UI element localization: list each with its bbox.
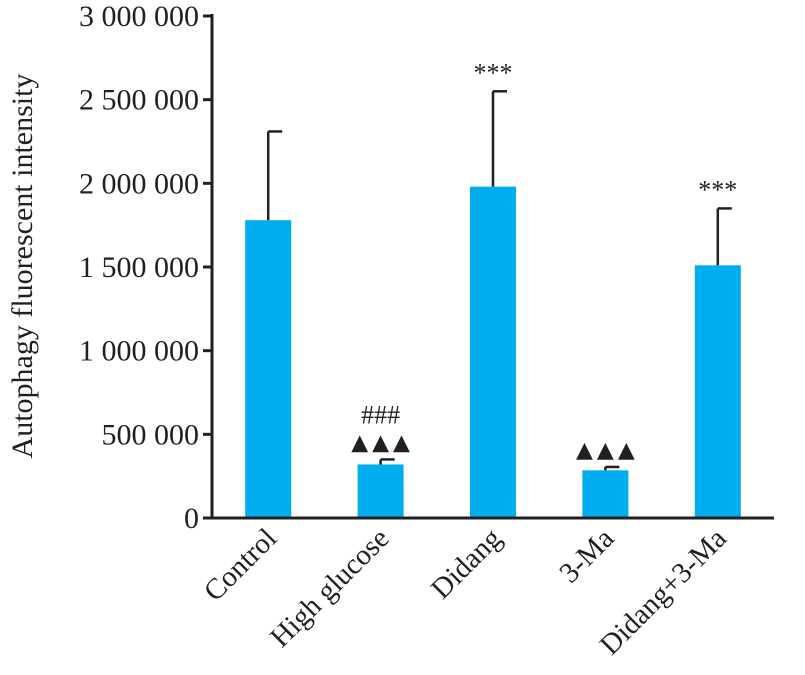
bar	[357, 464, 404, 518]
y-tick-label: 3 000 000	[79, 0, 199, 33]
bar	[470, 186, 516, 518]
y-tick-label: 2 000 000	[79, 167, 199, 200]
x-category-label: 3-Ma	[553, 522, 620, 589]
significance-triangles: ▲▲▲	[576, 438, 639, 463]
significance-marker: ***	[698, 175, 737, 204]
y-tick-label: 1 500 000	[79, 251, 199, 284]
y-axis-label: Autophagy fluorescent intensity	[6, 74, 39, 459]
significance-marker: ###	[361, 400, 400, 429]
bar	[694, 265, 741, 518]
significance-triangles: ▲▲▲	[351, 430, 414, 455]
error-bars-group	[266, 90, 732, 471]
x-category-label: Didang	[425, 522, 508, 605]
y-tick-label: 500 000	[102, 418, 200, 451]
y-tick-label: 1 000 000	[79, 335, 199, 368]
y-tick-label: 2 500 000	[79, 84, 199, 117]
significance-annotations: ▲▲▲###***▲▲▲***	[351, 58, 737, 463]
bars-group	[245, 186, 741, 518]
y-tick-label: 0	[184, 502, 199, 535]
y-axis-ticks: 0 500 000 1 000 000 1 500 000 2 000 000 2 500…	[79, 0, 212, 535]
bar	[582, 470, 629, 518]
bar	[245, 220, 292, 518]
y-axis-label-group: Autophagy fluorescent intensity	[6, 74, 39, 459]
x-category-label: Control	[198, 522, 283, 607]
significance-marker: ***	[474, 58, 513, 87]
x-category-label: High glucose	[264, 522, 395, 653]
